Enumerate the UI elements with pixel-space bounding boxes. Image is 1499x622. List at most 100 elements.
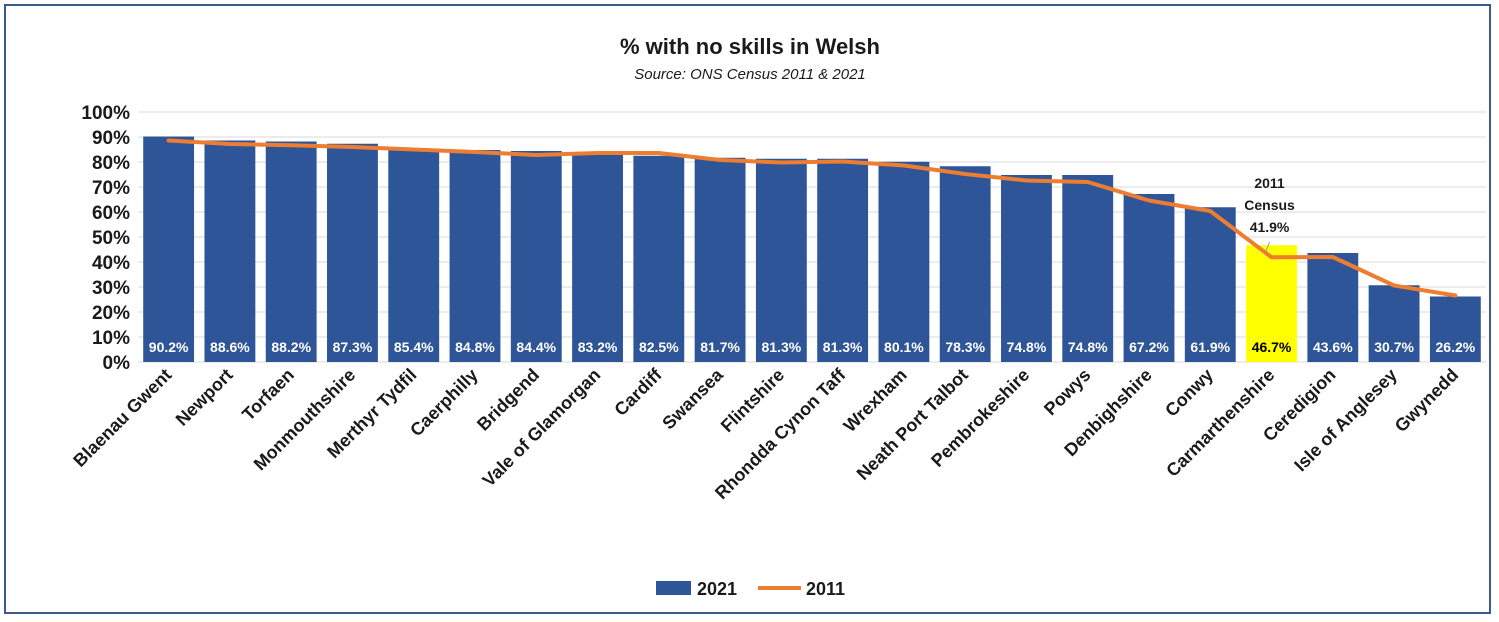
bar-caerphilly: [449, 150, 501, 362]
line-point: [1454, 295, 1456, 296]
bar-powys: [1062, 175, 1114, 362]
y-tick-label: 90%: [92, 128, 130, 149]
line-point: [964, 173, 966, 175]
y-tick-label: 100%: [81, 103, 130, 124]
x-tick-label: Blaenau Gwent: [69, 365, 175, 471]
line-point: [474, 151, 476, 153]
x-tick-label: Carmarthenshire: [1162, 365, 1278, 481]
line-point: [842, 161, 844, 162]
chart-title: % with no skills in Welsh: [620, 34, 880, 59]
bar-data-label: 90.2%: [149, 339, 189, 355]
line-2011: [166, 138, 1458, 298]
bar-data-label: 74.8%: [1007, 339, 1047, 355]
bar-data-label: 67.2%: [1129, 339, 1169, 355]
chart-frame: % with no skills in Welsh Source: ONS Ce…: [4, 4, 1491, 614]
line-point: [658, 152, 660, 154]
bar-data-label: 84.4%: [516, 339, 556, 355]
bar-carmarthenshire: [1246, 245, 1297, 362]
bar-torfaen: [265, 141, 317, 362]
chart-canvas: % with no skills in Welsh Source: ONS Ce…: [69, 34, 1486, 599]
bar-data-label: 61.9%: [1190, 339, 1230, 355]
bar-monmouthshire: [327, 143, 378, 362]
bar-denbighshire: [1123, 194, 1175, 362]
legend-label-2011: 2011: [806, 579, 845, 599]
x-tick-label: Newport: [172, 365, 237, 430]
x-tick-label: Conwy: [1161, 365, 1217, 421]
bar-data-label: 88.2%: [271, 339, 311, 355]
line-point: [1393, 285, 1395, 286]
bar-data-label: 84.8%: [455, 339, 495, 355]
y-tick-label: 40%: [92, 253, 130, 274]
line-point: [1209, 210, 1211, 212]
legend-swatch-2021: [656, 581, 691, 595]
x-tick-label: Powys: [1040, 365, 1094, 419]
bar-data-label: 88.6%: [210, 339, 250, 355]
annotation: 2011 Census 41.9%: [1244, 175, 1295, 253]
annotation-line: Census: [1244, 197, 1295, 213]
line-point: [1148, 200, 1150, 201]
bar-data-label: 81.3%: [823, 339, 863, 355]
legend: 2021 2011: [656, 579, 845, 599]
y-tick-label: 50%: [92, 228, 130, 249]
line-point: [168, 140, 170, 141]
y-tick-label: 20%: [92, 303, 130, 324]
annotation-line: 2011: [1254, 175, 1285, 191]
series-line-2011: [166, 138, 1458, 298]
y-tick-label: 10%: [92, 328, 130, 349]
bar-data-label: 83.2%: [578, 339, 618, 355]
y-tick-label: 60%: [92, 203, 130, 224]
x-tick-label: Vale of Glamorgan: [478, 365, 604, 491]
bar-cardiff: [633, 155, 685, 362]
line-point: [290, 144, 292, 146]
y-tick-label: 80%: [92, 153, 130, 174]
annotation-leader: [1265, 241, 1271, 253]
bar-neath-port-talbot: [939, 166, 991, 362]
line-point: [780, 162, 782, 163]
bar-data-label: 43.6%: [1313, 339, 1353, 355]
legend-label-2021: 2021: [697, 579, 737, 599]
line-point: [1271, 256, 1273, 258]
annotation-line: 41.9%: [1250, 219, 1290, 235]
chart-subtitle: Source: ONS Census 2011 & 2021: [634, 66, 866, 83]
bar-merthyr-tydfil: [388, 148, 440, 362]
bar-rhondda-cynon-taff: [817, 158, 869, 362]
y-tick-label: 0%: [103, 353, 131, 374]
line-point: [351, 146, 353, 148]
bar-data-label: 81.3%: [762, 339, 802, 355]
bar-wrexham: [878, 161, 930, 362]
line-point: [903, 165, 905, 166]
x-tick-label: Torfaen: [238, 365, 298, 425]
bar-labels: 90.2% 88.6% 88.2% 87.3% 85.4% 84.8% 84.4% 83.2%…: [149, 339, 1476, 355]
bar-data-label: 80.1%: [884, 339, 924, 355]
bar-data-label: 46.7%: [1252, 339, 1292, 355]
y-tick-label: 30%: [92, 278, 130, 299]
bar-flintshire: [755, 158, 807, 362]
x-tick-label: Isle of Anglesey: [1290, 365, 1401, 476]
bar-conwy: [1184, 207, 1236, 362]
x-tick-label: Gwynedd: [1391, 365, 1462, 436]
line-point: [1087, 181, 1089, 183]
bar-data-label: 85.4%: [394, 339, 434, 355]
bar-gwynedd: [1429, 296, 1481, 362]
x-tick-label: Cardiff: [610, 364, 666, 420]
bar-data-label: 30.7%: [1374, 339, 1414, 355]
line-point: [1025, 180, 1027, 181]
line-point: [413, 149, 415, 150]
bar-swansea: [694, 157, 746, 362]
bar-data-label: 26.2%: [1436, 339, 1476, 355]
y-tick-label: 70%: [92, 178, 130, 199]
line-point: [229, 143, 231, 145]
bar-data-label: 87.3%: [333, 339, 373, 355]
bar-ceredigion: [1307, 253, 1359, 362]
bar-isle-of-anglesey: [1368, 285, 1420, 362]
bars-2021: [143, 136, 1481, 362]
x-tick-label: Neath Port Talbot: [853, 365, 972, 484]
bar-data-label: 81.7%: [700, 339, 740, 355]
line-point: [535, 154, 537, 156]
bar-data-label: 78.3%: [945, 339, 985, 355]
bar-vale-of-glamorgan: [572, 154, 623, 362]
bar-pembrokeshire: [1001, 175, 1052, 362]
bar-data-label: 74.8%: [1068, 339, 1108, 355]
bar-blaenau-gwent: [143, 136, 195, 362]
